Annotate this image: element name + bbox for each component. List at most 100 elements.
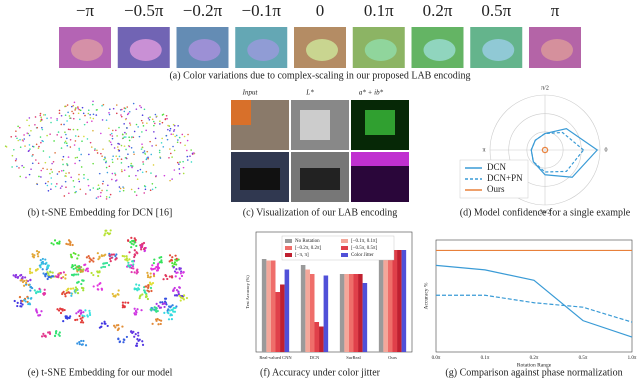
tsne-point [83, 173, 85, 176]
tsne-point [105, 166, 108, 169]
tsne-point [29, 272, 32, 275]
tsne-point [105, 198, 108, 200]
tsne-point [141, 114, 144, 117]
tsne-point [153, 258, 156, 261]
legend-label: [−0.2π, 0.2π] [295, 246, 322, 251]
tsne-point [19, 302, 23, 305]
tsne-point [40, 116, 42, 119]
tsne-point [161, 301, 164, 304]
bar [305, 269, 310, 352]
tsne-point [19, 305, 22, 308]
tsne-point [115, 104, 118, 106]
tsne-point [159, 123, 161, 125]
tsne-point [21, 275, 24, 279]
tsne-point [149, 275, 152, 278]
tsne-point [152, 164, 155, 166]
tsne-point [178, 267, 181, 270]
tsne-point [116, 146, 119, 148]
tsne-point [47, 180, 49, 183]
tsne-point [132, 267, 135, 270]
tsne-point [101, 189, 103, 192]
tsne-point [108, 254, 111, 257]
bar [309, 274, 315, 352]
tsne-point [138, 297, 141, 300]
tsne-point [32, 256, 36, 259]
tsne-point [130, 164, 132, 167]
tsne-point [4, 145, 7, 147]
tsne-point [108, 140, 111, 142]
tsne-point [46, 134, 48, 137]
tsne-point [174, 135, 176, 138]
tsne-point [121, 304, 124, 307]
tsne-point [171, 264, 174, 268]
tsne-point [177, 258, 180, 261]
tsne-point [74, 267, 77, 270]
tsne-point [133, 255, 136, 259]
tsne-point [128, 110, 131, 113]
tsne-point [74, 273, 78, 276]
tsne-point [37, 290, 40, 293]
tsne-point [109, 108, 111, 111]
tsne-point [110, 253, 114, 256]
tsne-point [96, 252, 99, 255]
legend-label: No Rotation [295, 239, 320, 244]
tsne-point [125, 257, 129, 260]
tsne-point [36, 252, 39, 256]
tsne-point [44, 335, 47, 338]
tsne-point [56, 275, 59, 278]
tsne-point [128, 251, 131, 254]
tsne-point [115, 129, 117, 132]
tsne-point [26, 119, 28, 121]
tsne-point [74, 135, 77, 137]
tsne-point [111, 292, 114, 296]
tsne-point [111, 135, 114, 137]
tsne-point [144, 295, 148, 299]
tsne-point [177, 139, 179, 141]
tsne-point [48, 332, 52, 335]
tsne-point [155, 302, 158, 305]
tsne-point [68, 240, 71, 243]
tsne-point [155, 266, 159, 269]
tsne-point [30, 296, 33, 300]
tsne-point [72, 104, 75, 107]
tsne-point [94, 149, 96, 151]
tsne-point [82, 287, 85, 290]
tsne-point [137, 331, 140, 334]
tsne-point [175, 305, 178, 308]
tsne-point [172, 307, 175, 310]
tsne-point [79, 312, 82, 315]
tsne-point [78, 268, 81, 271]
tsne-point [111, 178, 113, 181]
tsne-point [67, 111, 69, 114]
bar [261, 259, 267, 352]
tsne-point [37, 251, 41, 254]
tsne-point [153, 124, 155, 127]
legend-label: [−0.5π, 0.5π] [351, 246, 378, 251]
tsne-point [190, 149, 192, 151]
plot-frame [255, 231, 413, 353]
legend-label: DCN+PN [487, 173, 523, 183]
tsne-point [127, 239, 130, 242]
tsne-point [29, 278, 32, 281]
tsne-point [74, 318, 77, 322]
tsne-point [110, 143, 113, 146]
tsne-point [145, 285, 148, 288]
tsne-point [67, 128, 70, 131]
tsne-point [142, 151, 144, 154]
tsne-point [130, 266, 133, 270]
tsne-point [52, 160, 55, 163]
tsne-point [34, 116, 37, 118]
tsne-point [28, 270, 32, 273]
tsne-point [102, 180, 105, 183]
tsne-point [157, 262, 160, 265]
tsne-point [127, 301, 130, 304]
tsne-point [137, 169, 139, 172]
tsne-point [146, 271, 149, 274]
variation-label: 0.2π [423, 1, 453, 20]
tsne-point [104, 232, 107, 235]
tsne-point [23, 166, 25, 169]
tsne-point [101, 182, 104, 185]
tsne-point [58, 170, 60, 173]
tsne-point [53, 239, 57, 242]
tsne-point [100, 322, 104, 325]
